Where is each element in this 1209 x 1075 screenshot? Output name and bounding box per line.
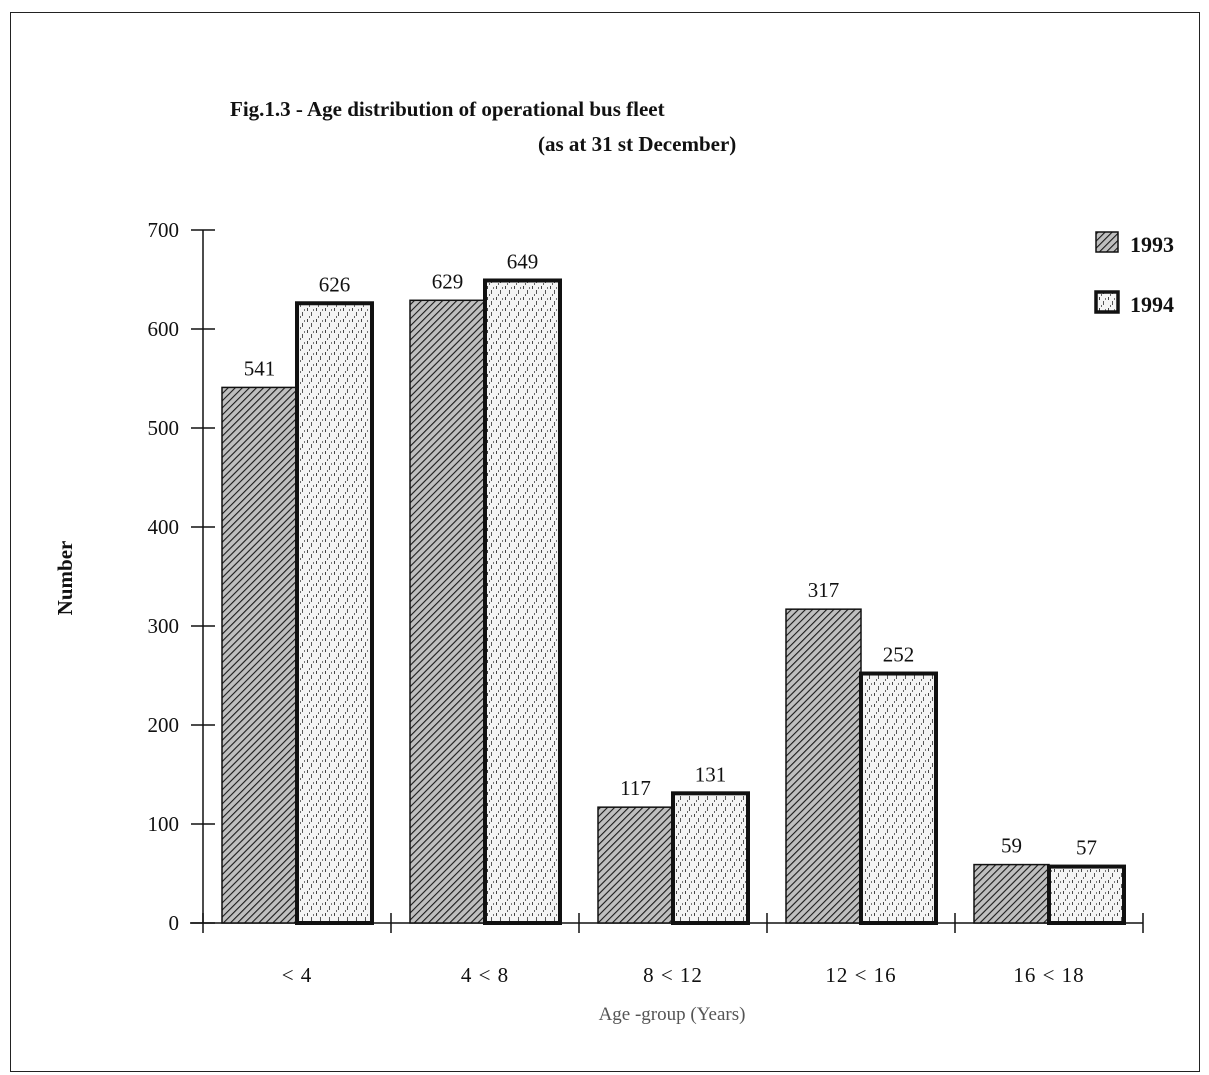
legend-label: 1993 <box>1130 232 1174 257</box>
data-label: 626 <box>319 272 351 296</box>
data-label: 131 <box>695 762 727 786</box>
y-tick-label: 200 <box>148 713 180 737</box>
bar-1994 <box>671 791 750 925</box>
legend-swatch-1994 <box>1094 290 1120 314</box>
x-tick-label: 8 < 12 <box>643 963 703 987</box>
y-tick-label: 700 <box>148 218 180 242</box>
x-tick-label: 4 < 8 <box>461 963 509 987</box>
bar-1993 <box>597 806 674 924</box>
data-label: 317 <box>808 578 840 602</box>
x-tick-label: < 4 <box>282 963 313 987</box>
data-label: 629 <box>432 269 464 293</box>
bar-1993 <box>221 386 298 924</box>
y-tick-label: 400 <box>148 515 180 539</box>
data-label: 59 <box>1001 834 1022 858</box>
y-tick-label: 300 <box>148 614 180 638</box>
data-label: 57 <box>1076 836 1097 860</box>
bar-1994 <box>295 301 374 925</box>
data-label: 117 <box>620 776 651 800</box>
x-tick-label: 12 < 16 <box>825 963 896 987</box>
legend-swatch-1993 <box>1095 231 1119 253</box>
data-label: 541 <box>244 356 276 380</box>
y-tick-label: 0 <box>169 911 180 935</box>
y-axis-label: Number <box>53 541 77 616</box>
y-tick-label: 600 <box>148 317 180 341</box>
x-axis-label: Age -group (Years) <box>599 1004 746 1025</box>
y-tick-label: 500 <box>148 416 180 440</box>
chart-subtitle: (as at 31 st December) <box>538 132 736 156</box>
bar-1993 <box>785 608 862 924</box>
y-tick-label: 100 <box>148 812 180 836</box>
bar-1993 <box>409 299 486 924</box>
bar-1994 <box>483 278 562 925</box>
bar-1993 <box>973 863 1050 924</box>
x-tick-label: 16 < 18 <box>1013 963 1084 987</box>
bar-1994 <box>859 671 938 926</box>
bar-1994 <box>1047 864 1126 926</box>
data-label: 252 <box>883 643 915 667</box>
legend-label: 1994 <box>1130 292 1174 317</box>
chart-title: Fig.1.3 - Age distribution of operationa… <box>230 97 665 121</box>
data-label: 649 <box>507 249 539 273</box>
